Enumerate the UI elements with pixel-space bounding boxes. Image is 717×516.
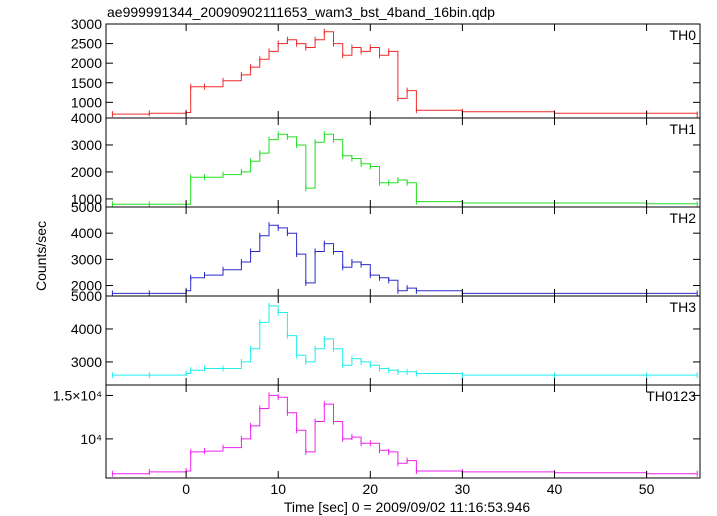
y-tick-label: 10⁴ bbox=[80, 431, 102, 447]
y-tick-label: 4000 bbox=[71, 225, 102, 241]
panel-th3: 3000 4000 5000 TH3 bbox=[71, 288, 701, 386]
y-tick-label: 2000 bbox=[71, 55, 102, 71]
y-tick-label: 3000 bbox=[71, 16, 102, 32]
y-tick-label: 3000 bbox=[71, 251, 102, 267]
y-tick-label: 1500 bbox=[71, 75, 102, 91]
chart-title: ae999991344_20090902111653_wam3_bst_4ban… bbox=[107, 4, 495, 20]
y-tick-label: 2500 bbox=[71, 36, 102, 52]
y-tick-label: 3000 bbox=[71, 137, 102, 153]
y-tick-label: 5000 bbox=[71, 288, 102, 304]
x-axis: 0 10 20 30 40 50 bbox=[182, 481, 654, 497]
x-tick-label: 50 bbox=[639, 481, 655, 497]
panel-frame bbox=[105, 23, 701, 119]
series-line-th1 bbox=[112, 133, 698, 205]
y-tick-label: 4000 bbox=[71, 321, 102, 337]
series-line-th0 bbox=[112, 31, 698, 115]
panel-frame bbox=[105, 206, 701, 297]
series-line-th2 bbox=[112, 224, 698, 294]
panel-th0: 1000 1500 2000 2500 3000 TH0 bbox=[71, 16, 701, 119]
x-tick-label: 10 bbox=[270, 481, 286, 497]
x-axis-label: Time [sec] 0 = 2009/09/02 11:16:53.946 bbox=[284, 499, 531, 515]
panel-th0123: 1.5×10⁴ 10⁴ TH0123 bbox=[53, 384, 701, 479]
y-tick-label: 4000 bbox=[71, 110, 102, 126]
y-tick-label: 5000 bbox=[71, 199, 102, 215]
y-tick-label: 3000 bbox=[71, 354, 102, 370]
x-tick-label: 30 bbox=[455, 481, 471, 497]
y-tick-label: 1.5×10⁴ bbox=[53, 387, 102, 403]
panel-label: TH0 bbox=[670, 27, 697, 43]
panel-label: TH3 bbox=[670, 299, 697, 315]
panel-label: TH0123 bbox=[646, 388, 696, 404]
y-axis-label: Counts/sec bbox=[33, 221, 49, 291]
y-tick-label: 2000 bbox=[71, 164, 102, 180]
y-tick-label: 2000 bbox=[71, 278, 102, 294]
y-tick-label: 1000 bbox=[71, 94, 102, 110]
series-line-th0123 bbox=[112, 394, 698, 475]
panels-group: 1000 1500 2000 2500 3000 TH0 1000 2000 3000 4000 T… bbox=[53, 16, 701, 479]
panel-frame bbox=[105, 117, 701, 208]
y-tick-label: 1000 bbox=[71, 191, 102, 207]
series-line-th3 bbox=[112, 305, 698, 376]
x-tick-label: 20 bbox=[363, 481, 379, 497]
x-tick-label: 0 bbox=[182, 481, 190, 497]
panel-label: TH2 bbox=[670, 210, 697, 226]
panel-th2: 2000 3000 4000 5000 TH2 bbox=[71, 199, 701, 297]
panel-th1: 1000 2000 3000 4000 TH1 bbox=[71, 110, 701, 208]
x-tick-label: 40 bbox=[547, 481, 563, 497]
panel-label: TH1 bbox=[670, 121, 697, 137]
panel-frame bbox=[105, 384, 701, 479]
